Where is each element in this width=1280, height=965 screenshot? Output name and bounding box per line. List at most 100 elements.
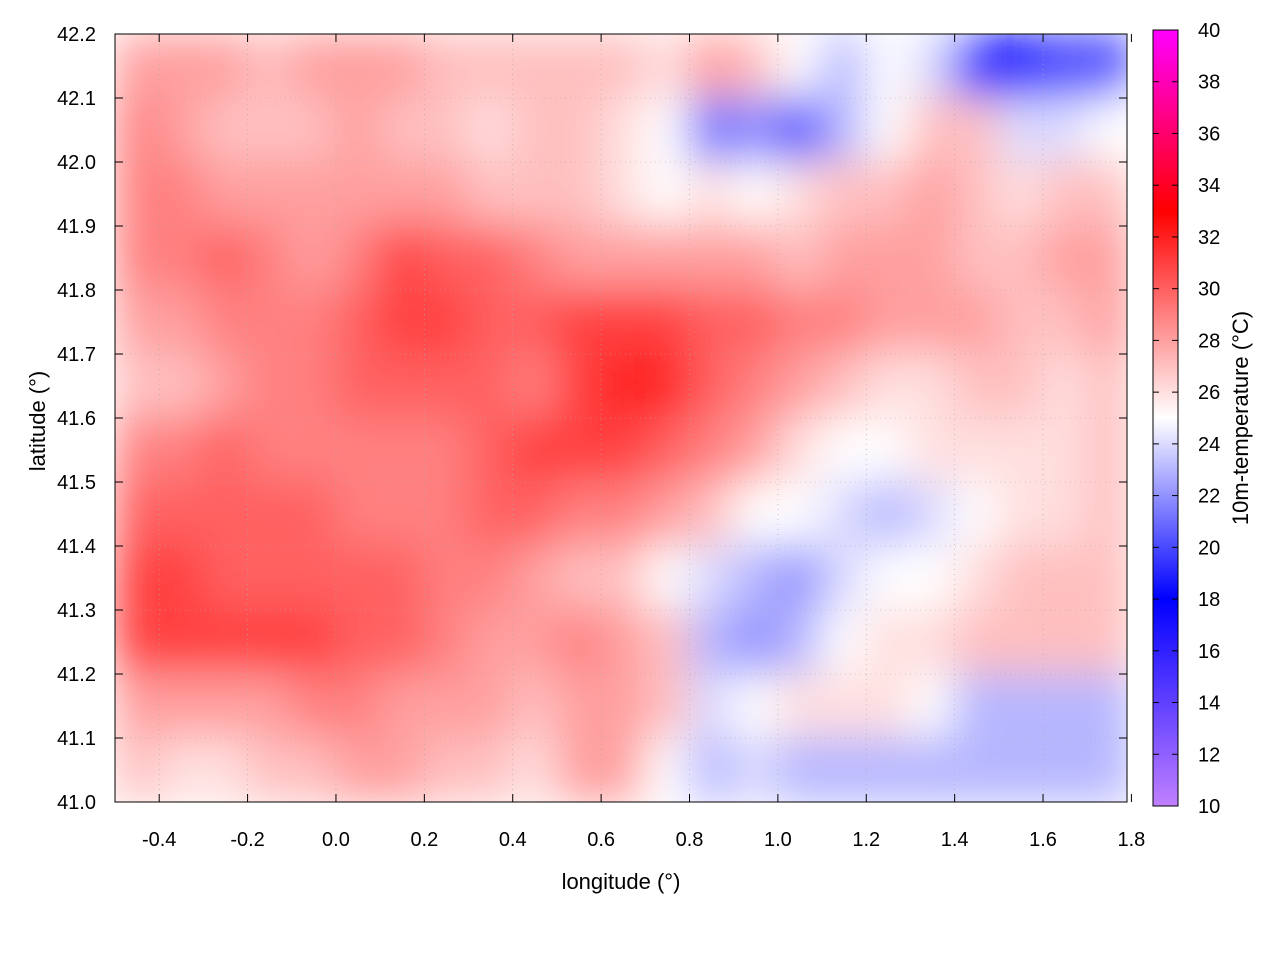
heatmap-cell — [1042, 97, 1089, 163]
colorbar-tick-label: 12 — [1198, 744, 1220, 766]
heatmap-cell — [1086, 353, 1127, 419]
heatmap-cell — [158, 609, 205, 675]
heatmap-cell — [334, 673, 382, 739]
y-tick-label: 41.2 — [57, 664, 96, 686]
heatmap-cell — [334, 737, 382, 802]
heatmap-cell — [290, 481, 337, 547]
colorbar-tick-label: 40 — [1198, 20, 1220, 42]
heatmap-cell — [997, 609, 1045, 675]
heatmap-cell — [865, 481, 912, 547]
heatmap-cell — [290, 225, 337, 291]
heatmap-cell — [467, 673, 514, 739]
heatmap-cell — [688, 417, 735, 483]
heatmap-cell — [202, 545, 249, 611]
y-tick-label: 41.6 — [57, 408, 96, 430]
heatmap-cell — [997, 673, 1045, 739]
heatmap-cell — [555, 737, 603, 802]
heatmap-cell — [334, 225, 382, 291]
y-tick-label: 41.7 — [57, 344, 96, 366]
heatmap-cell — [953, 609, 1000, 675]
heatmap-cell — [600, 481, 647, 547]
heatmap-cell — [1042, 34, 1089, 99]
colorbar-tick-label: 26 — [1198, 382, 1220, 404]
heatmap-cell — [997, 481, 1045, 547]
heatmap-cells — [115, 34, 1127, 802]
heatmap-cell — [115, 289, 161, 355]
heatmap-cell — [688, 609, 735, 675]
heatmap-cell — [467, 737, 514, 802]
y-tick-label: 41.8 — [57, 280, 96, 302]
heatmap-cell — [467, 161, 514, 227]
heatmap-cell — [1042, 545, 1089, 611]
heatmap-cell — [115, 609, 161, 675]
heatmap-cell — [1042, 609, 1089, 675]
heatmap-cell — [776, 34, 824, 99]
heatmap-cell — [732, 161, 779, 227]
heatmap-cell — [865, 417, 912, 483]
heatmap-cell — [467, 353, 514, 419]
heatmap-cell — [202, 34, 249, 99]
heatmap-cell — [423, 34, 470, 99]
heatmap-cell — [379, 737, 426, 802]
heatmap-cell — [600, 545, 647, 611]
heatmap-cell — [158, 97, 205, 163]
heatmap-cell — [732, 225, 779, 291]
heatmap-cell — [688, 673, 735, 739]
heatmap-cell — [423, 289, 470, 355]
heatmap-cell — [865, 737, 912, 802]
heatmap-cell — [246, 481, 293, 547]
heatmap-cell — [511, 161, 558, 227]
heatmap-cell — [334, 353, 382, 419]
heatmap-cell — [909, 161, 956, 227]
y-tick-label: 41.3 — [57, 600, 96, 622]
colorbar-tick-label: 24 — [1198, 434, 1220, 456]
heatmap-cell — [158, 289, 205, 355]
heatmap-cell — [909, 417, 956, 483]
x-tick-label: 1.0 — [764, 829, 792, 851]
heatmap-cell — [246, 97, 293, 163]
colorbar-tick-label: 18 — [1198, 589, 1220, 611]
colorbar-tick-label: 16 — [1198, 641, 1220, 663]
y-tick-label: 42.1 — [57, 88, 96, 110]
heatmap-cell — [865, 353, 912, 419]
heatmap-cell — [776, 161, 824, 227]
heatmap-cell — [115, 417, 161, 483]
x-tick-label: 0.4 — [499, 829, 527, 851]
heatmap-cell — [600, 609, 647, 675]
heatmap-cell — [158, 417, 205, 483]
y-tick-label: 41.5 — [57, 472, 96, 494]
heatmap-cell — [115, 481, 161, 547]
colorbar-tick-label: 32 — [1198, 227, 1220, 249]
heatmap-cell — [865, 161, 912, 227]
heatmap-cell — [821, 161, 868, 227]
heatmap-cell — [246, 417, 293, 483]
x-tick-label: 0.8 — [676, 829, 704, 851]
heatmap-cell — [600, 97, 647, 163]
heatmap-cell — [555, 97, 603, 163]
heatmap-cell — [555, 353, 603, 419]
heatmap-cell — [246, 545, 293, 611]
heatmap-cell — [334, 97, 382, 163]
heatmap-cell — [821, 289, 868, 355]
heatmap-cell — [379, 545, 426, 611]
heatmap-cell — [997, 353, 1045, 419]
heatmap-cell — [511, 34, 558, 99]
heatmap-cell — [1086, 737, 1127, 802]
heatmap-cell — [776, 673, 824, 739]
heatmap-cell — [600, 737, 647, 802]
heatmap-cell — [202, 737, 249, 802]
heatmap-cell — [290, 737, 337, 802]
heatmap-cell — [688, 737, 735, 802]
heatmap-cell — [776, 737, 824, 802]
heatmap-cell — [909, 225, 956, 291]
x-tick-label: 1.4 — [941, 829, 969, 851]
heatmap-cell — [821, 545, 868, 611]
x-tick-label: -0.4 — [142, 829, 176, 851]
heatmap-cell — [1042, 225, 1089, 291]
heatmap-cell — [379, 97, 426, 163]
heatmap-cell — [555, 609, 603, 675]
heatmap-cell — [1042, 353, 1089, 419]
heatmap-cell — [1042, 161, 1089, 227]
heatmap-cell — [334, 417, 382, 483]
heatmap-cell — [1042, 417, 1089, 483]
